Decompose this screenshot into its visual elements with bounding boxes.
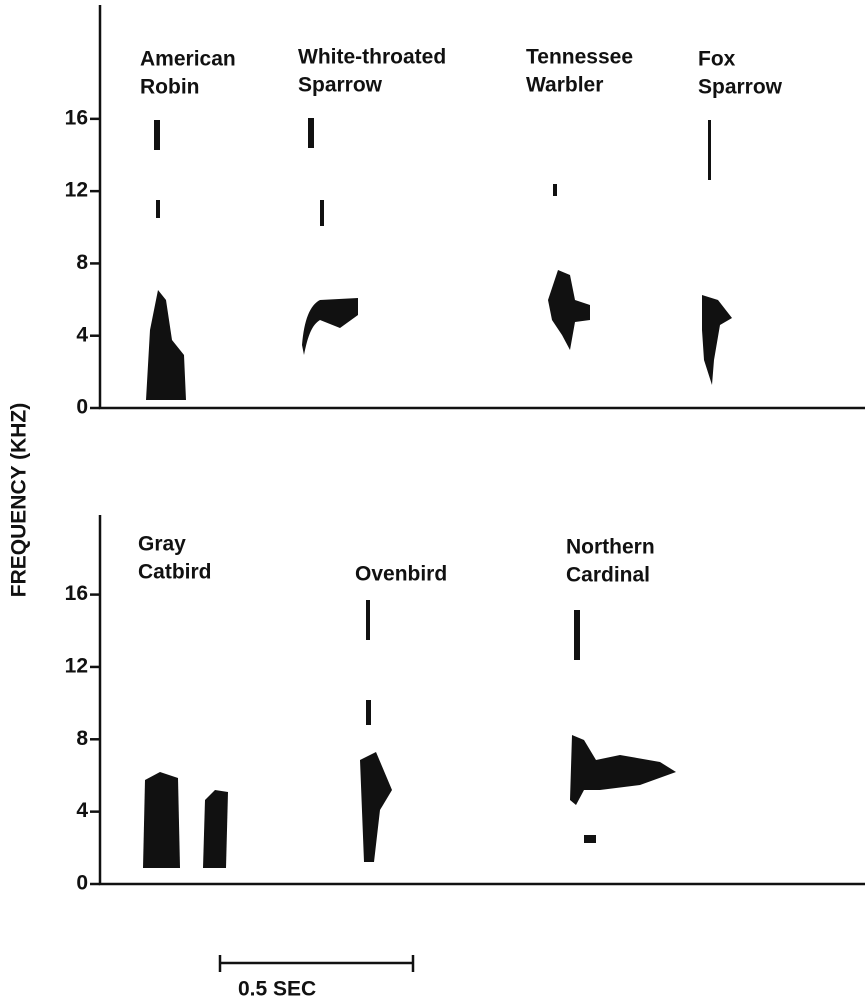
trace [143,772,180,868]
trace [156,200,160,218]
trace [302,298,358,355]
trace [574,610,580,660]
trace [708,120,711,180]
y-tick-label: 8 [76,727,88,750]
species-label: Cardinal [566,564,650,587]
trace [146,290,186,400]
trace [360,752,392,862]
trace [584,835,596,843]
y-tick-label: 0 [76,396,88,419]
y-axis-label: FREQUENCY (KHZ) [8,403,31,597]
scale-bar [218,955,415,972]
species-label: Warbler [526,74,603,97]
species-label: Sparrow [298,74,383,97]
y-tick-label: 4 [76,799,88,822]
trace [548,270,590,350]
trace [308,118,314,148]
species-label: Tennessee [526,46,633,69]
trace [553,184,557,196]
species-label: White-throated [298,46,446,69]
species-label: Fox [698,48,736,71]
species-label: American [140,48,236,71]
trace [366,700,371,725]
spectrogram-traces [143,118,732,868]
species-label: Sparrow [698,76,783,99]
y-tick-label: 16 [65,106,88,129]
species-label: Northern [566,536,655,559]
y-tick-label: 12 [65,179,88,202]
species-label: Catbird [138,561,212,584]
species-label: Gray [138,533,186,556]
y-tick-label: 0 [76,872,88,895]
y-tick-label: 12 [65,654,88,677]
species-label: Ovenbird [355,563,447,586]
trace [154,120,160,150]
scale-bar-label: 0.5 SEC [238,978,316,1001]
y-tick-label: 4 [76,323,88,346]
trace [366,600,370,640]
y-tick-label: 16 [65,582,88,605]
trace [203,790,228,868]
species-label: Robin [140,76,199,99]
y-tick-label: 8 [76,251,88,274]
trace [702,295,732,385]
trace [320,200,324,226]
trace [570,735,676,805]
